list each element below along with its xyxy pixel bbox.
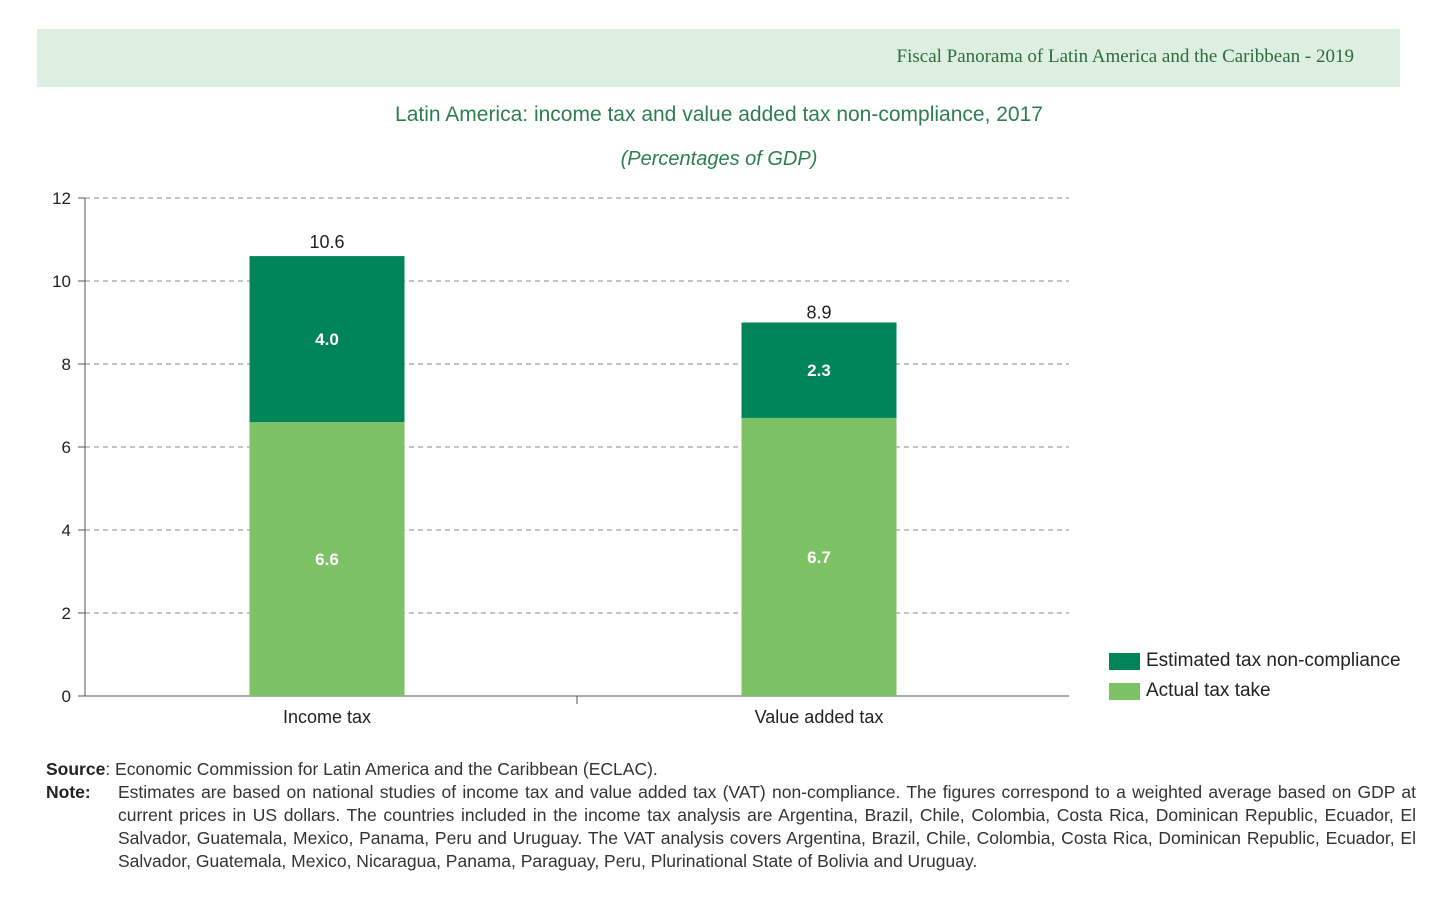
- bar-total-label-0: 10.6: [309, 232, 344, 252]
- bar-value-label-0-0: 6.6: [315, 550, 339, 569]
- note-text: Estimates are based on national studies …: [118, 782, 1416, 871]
- legend-swatch-non-compliance: [1109, 652, 1140, 670]
- bar-value-label-0-1: 4.0: [315, 330, 339, 349]
- publication-title: Fiscal Panorama of Latin America and the…: [896, 46, 1354, 67]
- x-category-label-0: Income tax: [283, 707, 371, 727]
- y-tick-label-3: 6: [62, 438, 71, 457]
- bar-value-label-1-1: 2.3: [807, 361, 831, 380]
- legend-swatch-actual-take: [1109, 682, 1140, 700]
- y-tick-label-2: 4: [62, 521, 71, 540]
- note-key: Note:: [46, 781, 118, 873]
- source-text: : Economic Commission for Latin America …: [105, 759, 658, 779]
- y-tick-label-0: 0: [62, 687, 71, 706]
- note-key-colon: :: [84, 782, 91, 802]
- legend-label-actual-take: Actual tax take: [1146, 680, 1271, 701]
- note-row: Note: Estimates are based on national st…: [46, 781, 1416, 873]
- source-key: Source: [46, 759, 106, 779]
- chart-title: Latin America: income tax and value adde…: [395, 103, 1043, 126]
- y-tick-label-1: 2: [62, 604, 71, 623]
- legend-item-non-compliance: Estimated tax non-compliance: [1109, 646, 1401, 676]
- legend-label-non-compliance: Estimated tax non-compliance: [1146, 650, 1401, 671]
- y-tick-label-5: 10: [52, 272, 71, 291]
- bar-1-1: [741, 322, 897, 418]
- note-key-label: Note: [46, 782, 85, 802]
- chart-notes: Source : Economic Commission for Latin A…: [46, 758, 1416, 873]
- bar-0-1: [249, 256, 405, 423]
- chart-subtitle: (Percentages of GDP): [620, 148, 818, 170]
- legend-item-actual-take: Actual tax take: [1109, 676, 1401, 706]
- header-band: Fiscal Panorama of Latin America and the…: [37, 29, 1400, 87]
- bar-0-0: [249, 422, 405, 696]
- source-row: Source : Economic Commission for Latin A…: [46, 758, 1416, 781]
- bar-total-label-1: 8.9: [806, 303, 831, 323]
- chart-legend: Estimated tax non-compliance Actual tax …: [1109, 646, 1401, 706]
- bar-1-0: [741, 417, 897, 696]
- y-tick-label-4: 8: [62, 355, 71, 374]
- y-tick-label-6: 12: [52, 189, 71, 208]
- bar-value-label-1-0: 6.7: [807, 548, 831, 567]
- x-category-label-1: Value added tax: [755, 707, 884, 727]
